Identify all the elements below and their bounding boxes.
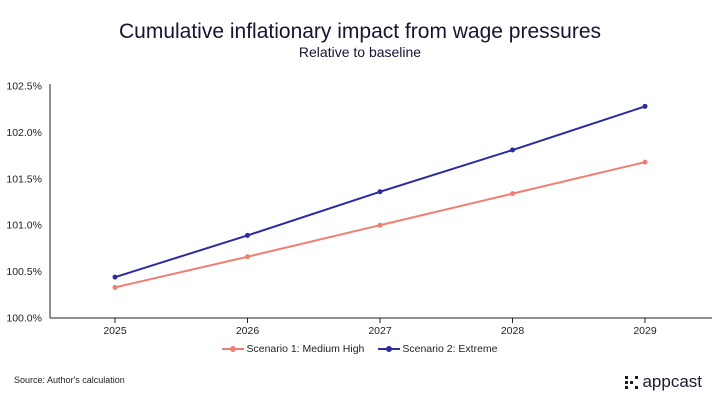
data-point-series-1 — [245, 254, 250, 260]
data-point-series-1 — [112, 284, 118, 290]
data-point-series-2 — [112, 274, 118, 280]
y-tick-label: 100.5% — [6, 266, 42, 278]
chart-title: Cumulative inflationary impact from wage… — [118, 20, 602, 43]
data-point-series-2 — [377, 189, 383, 195]
x-tick-label: 2027 — [368, 325, 392, 337]
legend-label-scenario-1: Scenario 1: Medium High — [246, 343, 365, 355]
legend-swatch-scenario-2 — [378, 346, 401, 352]
legend: Scenario 1: Medium High Scenario 2: Extr… — [0, 343, 720, 355]
y-tick-label: 102.5% — [6, 81, 42, 93]
brand-name: appcast — [642, 372, 702, 391]
data-point-series-1 — [377, 222, 383, 228]
data-point-series-2 — [245, 232, 250, 238]
y-tick-label: 102.0% — [6, 127, 42, 139]
x-tick-label: 2025 — [103, 325, 127, 337]
y-tick-label: 101.5% — [6, 173, 42, 185]
legend-item-scenario-1[interactable]: Scenario 1: Medium High — [222, 343, 364, 355]
data-point-series-2 — [510, 147, 515, 153]
data-point-series-2 — [642, 103, 648, 109]
x-tick-label: 2029 — [633, 325, 657, 337]
data-point-series-1 — [510, 191, 515, 197]
appcast-logo-icon — [625, 375, 639, 389]
chart-subtitle: Relative to baseline — [298, 44, 422, 60]
x-tick-label: 2026 — [236, 325, 260, 337]
legend-swatch-scenario-1 — [222, 346, 245, 352]
y-tick-label: 101.0% — [6, 220, 42, 232]
source-note: Source: Author's calculation — [14, 375, 125, 385]
legend-item-scenario-2[interactable]: Scenario 2: Extreme — [378, 343, 498, 355]
data-point-series-1 — [642, 159, 648, 165]
brand-logo: appcast — [625, 372, 702, 392]
x-tick-label: 2028 — [501, 325, 525, 337]
y-tick-label: 100.0% — [6, 313, 42, 325]
legend-label-scenario-2: Scenario 2: Extreme — [402, 343, 498, 355]
